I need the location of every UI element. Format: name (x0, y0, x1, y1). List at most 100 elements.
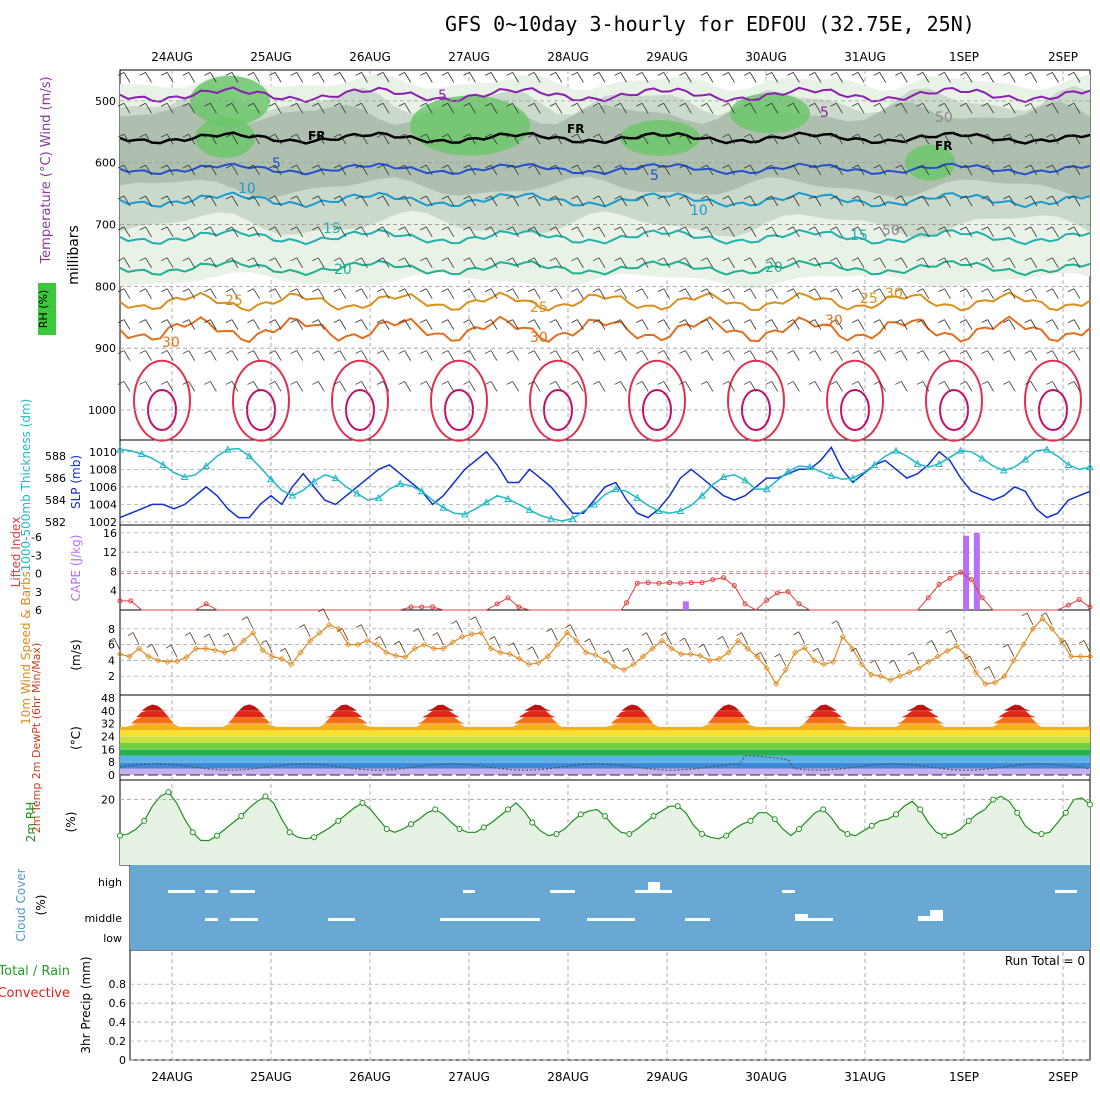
wind-marker (116, 651, 124, 658)
wind-barb (398, 133, 412, 145)
wind-barb (1003, 133, 1016, 145)
wind-barb (851, 133, 865, 145)
li-marker (958, 569, 964, 575)
wind-barb (1046, 133, 1059, 145)
wind-barb (268, 257, 282, 269)
wind-barb (161, 288, 174, 299)
precip-ylabel: 3hr Precip (mm) (79, 956, 93, 1053)
wind-barb (614, 226, 627, 238)
wind-barb (565, 624, 577, 637)
wind-marker (554, 641, 561, 648)
wind-barb (959, 350, 973, 361)
wind-marker (126, 653, 133, 660)
wind-barb (592, 288, 606, 299)
wind-barb (222, 632, 235, 646)
wind-barb (765, 381, 779, 392)
wind-barb (451, 620, 463, 633)
isotherm-25 (119, 291, 1091, 312)
wind-barb (117, 133, 131, 145)
rh-marker (747, 817, 754, 824)
wind-barb (268, 288, 282, 299)
contour-label: 10 (690, 203, 708, 219)
wind-barb (161, 195, 174, 207)
wind-barb (117, 319, 131, 330)
wind-barb (743, 381, 757, 392)
wind-barb (787, 133, 800, 145)
wind-barb (268, 319, 282, 330)
wind-barb (743, 72, 757, 83)
wind-barb (394, 640, 406, 654)
temp-color-band (120, 749, 1090, 756)
wind-barb (787, 72, 800, 83)
wind-marker (725, 649, 732, 656)
contour-label: 5 (272, 156, 281, 172)
rh-marker (262, 793, 269, 800)
wind-barb (938, 226, 951, 238)
wind-barb (831, 620, 844, 633)
wind-barb (528, 350, 541, 361)
thickness-marker (1043, 445, 1051, 453)
wind-barb (592, 350, 606, 361)
wind-barb (549, 381, 563, 392)
wind-barb (484, 72, 498, 83)
wind-marker (354, 641, 361, 648)
surface-temp-lobe-inner (642, 389, 672, 431)
wind-barb (959, 226, 973, 238)
wind-barb (528, 381, 541, 392)
rh-tick-label: 20 (101, 794, 115, 807)
wind-barb (225, 381, 239, 392)
wind-barb (376, 133, 390, 145)
li-marker (764, 597, 770, 603)
isotherm-5-blue (119, 162, 1091, 176)
wind-barb (312, 164, 325, 176)
wind-barb (850, 648, 863, 661)
wind-tick-label: 8 (108, 623, 115, 636)
wind-barb (722, 319, 735, 330)
li-tick-label: 6 (35, 604, 42, 617)
wind-barb (1067, 288, 1081, 299)
temp-tick-label: 24 (101, 731, 115, 744)
wind-barb (290, 72, 304, 83)
wind-barb (830, 72, 843, 83)
wind-marker (183, 654, 190, 661)
rh-marker (893, 811, 899, 818)
wind-barb (743, 195, 757, 207)
wind-marker (934, 653, 941, 660)
wind-barb (698, 644, 710, 657)
wind-barb (1003, 164, 1016, 176)
wind-marker (820, 661, 827, 668)
pressure-tick-label: 500 (95, 95, 116, 108)
wind-barb (376, 102, 390, 114)
wind-barb (614, 319, 627, 330)
pressure-tick-label: 800 (95, 280, 116, 293)
thickness-marker (396, 479, 405, 487)
rh-high-patch (195, 118, 255, 158)
wind-marker (906, 669, 913, 676)
wind-barb (787, 257, 800, 269)
li-marker (505, 595, 511, 601)
thickness-marker (849, 474, 857, 482)
wind-marker (373, 641, 380, 648)
wind-barb (337, 628, 349, 641)
wind-barb (636, 319, 649, 330)
wind-marker (735, 637, 742, 644)
wind-barb (983, 666, 996, 679)
wind-barb (830, 319, 843, 330)
wind-barb (463, 164, 476, 176)
wind-barb (895, 164, 908, 176)
wind-marker (1010, 657, 1017, 664)
wind-marker (697, 652, 704, 659)
wind-barb (888, 659, 901, 673)
mid-cloud-block (918, 916, 930, 921)
wind-barb (765, 257, 779, 269)
surface-temp-lobe (826, 359, 884, 442)
wind-barb (117, 288, 131, 299)
wind-barb (959, 102, 973, 114)
wind-barb (398, 164, 412, 176)
wind-barb (441, 195, 455, 207)
thickness-marker (310, 477, 318, 485)
wind-barb (636, 288, 649, 299)
wind-barb (225, 195, 239, 207)
wind-marker (858, 661, 865, 668)
wind-barb (743, 350, 757, 361)
